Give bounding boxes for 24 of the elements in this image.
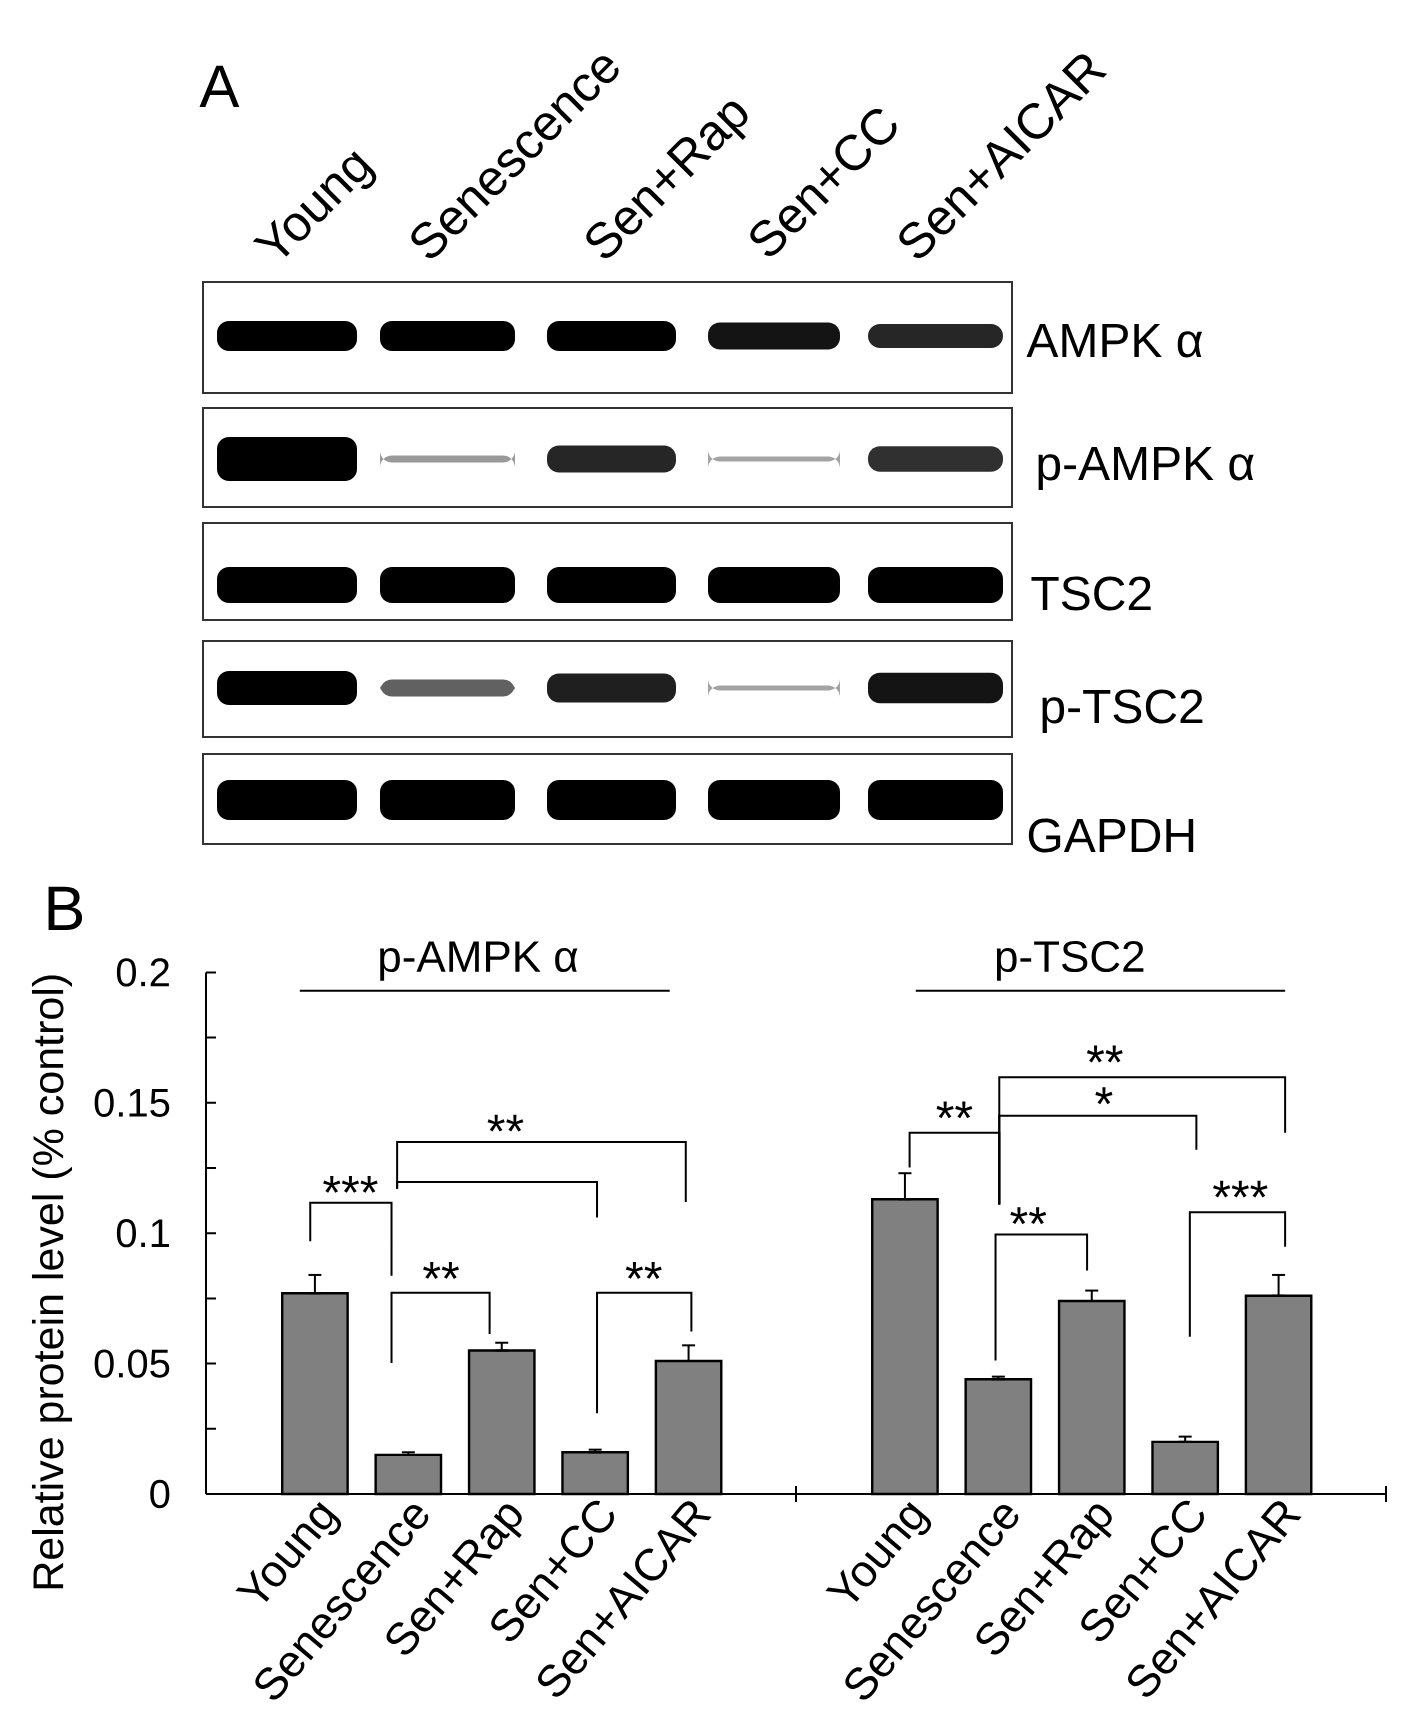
- annotation: **: [1010, 1207, 1047, 1225]
- text: AMPK α: [1026, 323, 1203, 358]
- text: TSC2: [1031, 576, 1151, 611]
- y-tick-label: 0.1: [116, 1219, 169, 1248]
- text: p-AMPK α: [1038, 446, 1254, 490]
- text: GAPDH: [1028, 818, 1194, 853]
- y-tick-label: 0.15: [94, 1088, 170, 1117]
- ref-line-label: p-AMPK α: [380, 941, 578, 981]
- y-tick-label: 0: [150, 1479, 170, 1509]
- text: A: [199, 65, 240, 107]
- annotation: *: [1095, 1087, 1113, 1105]
- annotation: **: [423, 1262, 459, 1279]
- ref-line-label: p-TSC2: [996, 940, 1144, 981]
- annotation: **: [1086, 1045, 1123, 1063]
- annotation: **: [936, 1101, 973, 1119]
- y-axis-title: Relative protein level (% control): [31, 975, 73, 1589]
- y-tick-label: 0.2: [116, 958, 169, 987]
- annotation: ***: [1213, 1180, 1268, 1198]
- annotation: **: [625, 1262, 662, 1279]
- text: p-TSC2: [1042, 689, 1203, 733]
- annotation: ***: [323, 1175, 378, 1193]
- annotation: **: [487, 1114, 524, 1132]
- text: B: [48, 886, 83, 930]
- y-tick-label: 0.05: [94, 1349, 170, 1378]
